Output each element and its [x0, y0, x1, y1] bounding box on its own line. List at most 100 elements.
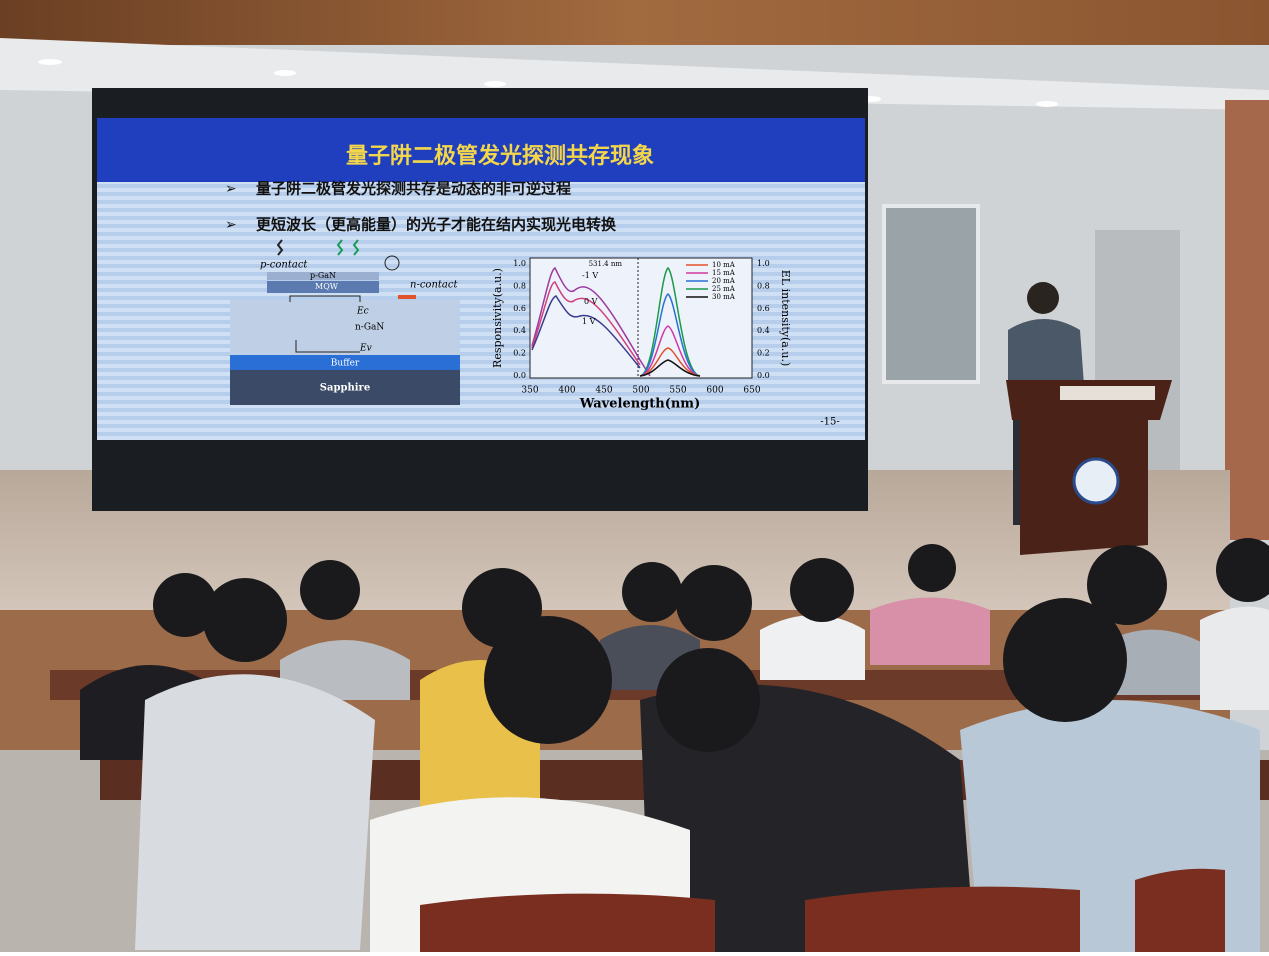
p-gan-layer [267, 272, 379, 280]
y2-tick-label: 1.0 [757, 259, 770, 268]
student [280, 640, 410, 700]
y2-tick-label: 0.0 [757, 371, 770, 380]
label: MQW [315, 282, 339, 291]
student [870, 597, 990, 665]
label: n-GaN [355, 323, 384, 333]
el-curve [639, 293, 701, 377]
chair [1135, 868, 1225, 952]
y-axis-label: Responsivity(a.u.) [491, 268, 504, 368]
y-tick-label: 1.0 [513, 259, 526, 268]
device-diagram: p-contact p-GaN MQW n-contact Ec n-GaN E… [230, 239, 460, 405]
legend-label: 15 mA [712, 269, 736, 277]
page-number: -15- [820, 417, 839, 428]
spectrum-plot: 531.4 nm Responsivity(a.u.) EL intensity… [491, 257, 792, 412]
x-axis-label: Wavelength(nm) [579, 397, 700, 412]
buffer-layer [230, 355, 460, 370]
x-tick-label: 450 [595, 386, 612, 396]
student-head [622, 562, 682, 622]
y2-tick-label: 0.4 [757, 326, 770, 335]
legend-label: 20 mA [712, 277, 736, 285]
chair [420, 893, 715, 952]
label: p-GaN [310, 271, 336, 280]
window [882, 204, 980, 384]
bias-label: 0 V [584, 297, 598, 306]
label: Ev [359, 344, 372, 354]
sapphire-layer [230, 370, 460, 405]
x-tick-label: 500 [632, 386, 649, 396]
el-curve [639, 347, 701, 377]
meter [384, 255, 400, 271]
slide-title-bar [97, 118, 865, 182]
podium-emblem [1072, 457, 1120, 505]
bullet: 更短波长（更高能量）的光子才能在结内实现光电转换 [256, 216, 617, 234]
x-tick-label: 400 [558, 386, 575, 396]
n-gan-layer [230, 300, 460, 358]
label: Buffer [331, 359, 360, 369]
audience [50, 538, 1269, 952]
light [484, 81, 506, 87]
y-tick-label: 0.6 [513, 304, 526, 313]
student-head [908, 544, 956, 592]
y-tick-label: 0.8 [513, 281, 526, 290]
light [274, 70, 296, 76]
legend-label: 30 mA [712, 293, 736, 301]
student [760, 615, 865, 680]
student-head [676, 565, 752, 641]
el-curve [639, 359, 701, 377]
band-ec [289, 295, 361, 302]
y2-axis-label: EL intensity(a.u.) [779, 270, 792, 366]
label: p-contact [260, 260, 308, 271]
resp-curve [531, 281, 641, 366]
el-curve [639, 266, 701, 377]
label: Sapphire [320, 383, 370, 394]
light [38, 59, 62, 65]
bullet: 量子阱二极管发光探测共存是动态的非可逆过程 [256, 180, 571, 198]
resp-curve [531, 267, 651, 377]
resp-curve [531, 295, 641, 369]
bias-label: -1 V [582, 271, 598, 280]
speaker-body [1008, 319, 1084, 385]
label: Ec [356, 307, 369, 317]
y-tick-label: 0.0 [513, 371, 526, 380]
contact-pad [398, 295, 416, 299]
student-head [656, 648, 760, 752]
student-head [300, 560, 360, 620]
y2-tick-label: 0.6 [757, 304, 770, 313]
photon [276, 239, 284, 256]
bias-label: 1 V [582, 317, 596, 326]
student-head [1216, 538, 1269, 602]
plot-frame [529, 257, 753, 379]
ceiling-wood [0, 0, 1269, 45]
student-head [790, 558, 854, 622]
bullet-marker: ➢ [225, 181, 237, 197]
y-tick-label: 0.4 [513, 326, 526, 335]
legend-label: 25 mA [712, 285, 736, 293]
student [1200, 606, 1269, 710]
slide-title: 量子阱二极管发光探测共存现象 [346, 143, 654, 169]
x-tick-label: 650 [743, 386, 760, 396]
student-head [203, 578, 287, 662]
x-tick-label: 350 [521, 386, 538, 396]
y-tick-label: 0.2 [513, 349, 526, 358]
label: n-contact [410, 280, 458, 291]
x-tick-label: 600 [706, 386, 723, 396]
peak-label: 531.4 nm [589, 260, 623, 268]
y2-tick-label: 0.2 [757, 349, 770, 358]
light [1036, 101, 1058, 107]
x-tick-label: 550 [669, 386, 686, 396]
bullet-marker: ➢ [225, 217, 237, 233]
legend-label: 10 mA [712, 261, 736, 269]
student-head [484, 616, 612, 744]
student [640, 684, 975, 952]
mqw-layer [267, 281, 379, 293]
emission [336, 239, 360, 256]
chair [805, 886, 1080, 952]
student-head [153, 573, 217, 637]
band-ev [295, 340, 360, 353]
student-head [1003, 598, 1127, 722]
speaker-head [1027, 282, 1059, 314]
el-curve [639, 325, 701, 377]
student [1110, 629, 1215, 695]
podium-plate [1060, 386, 1155, 400]
